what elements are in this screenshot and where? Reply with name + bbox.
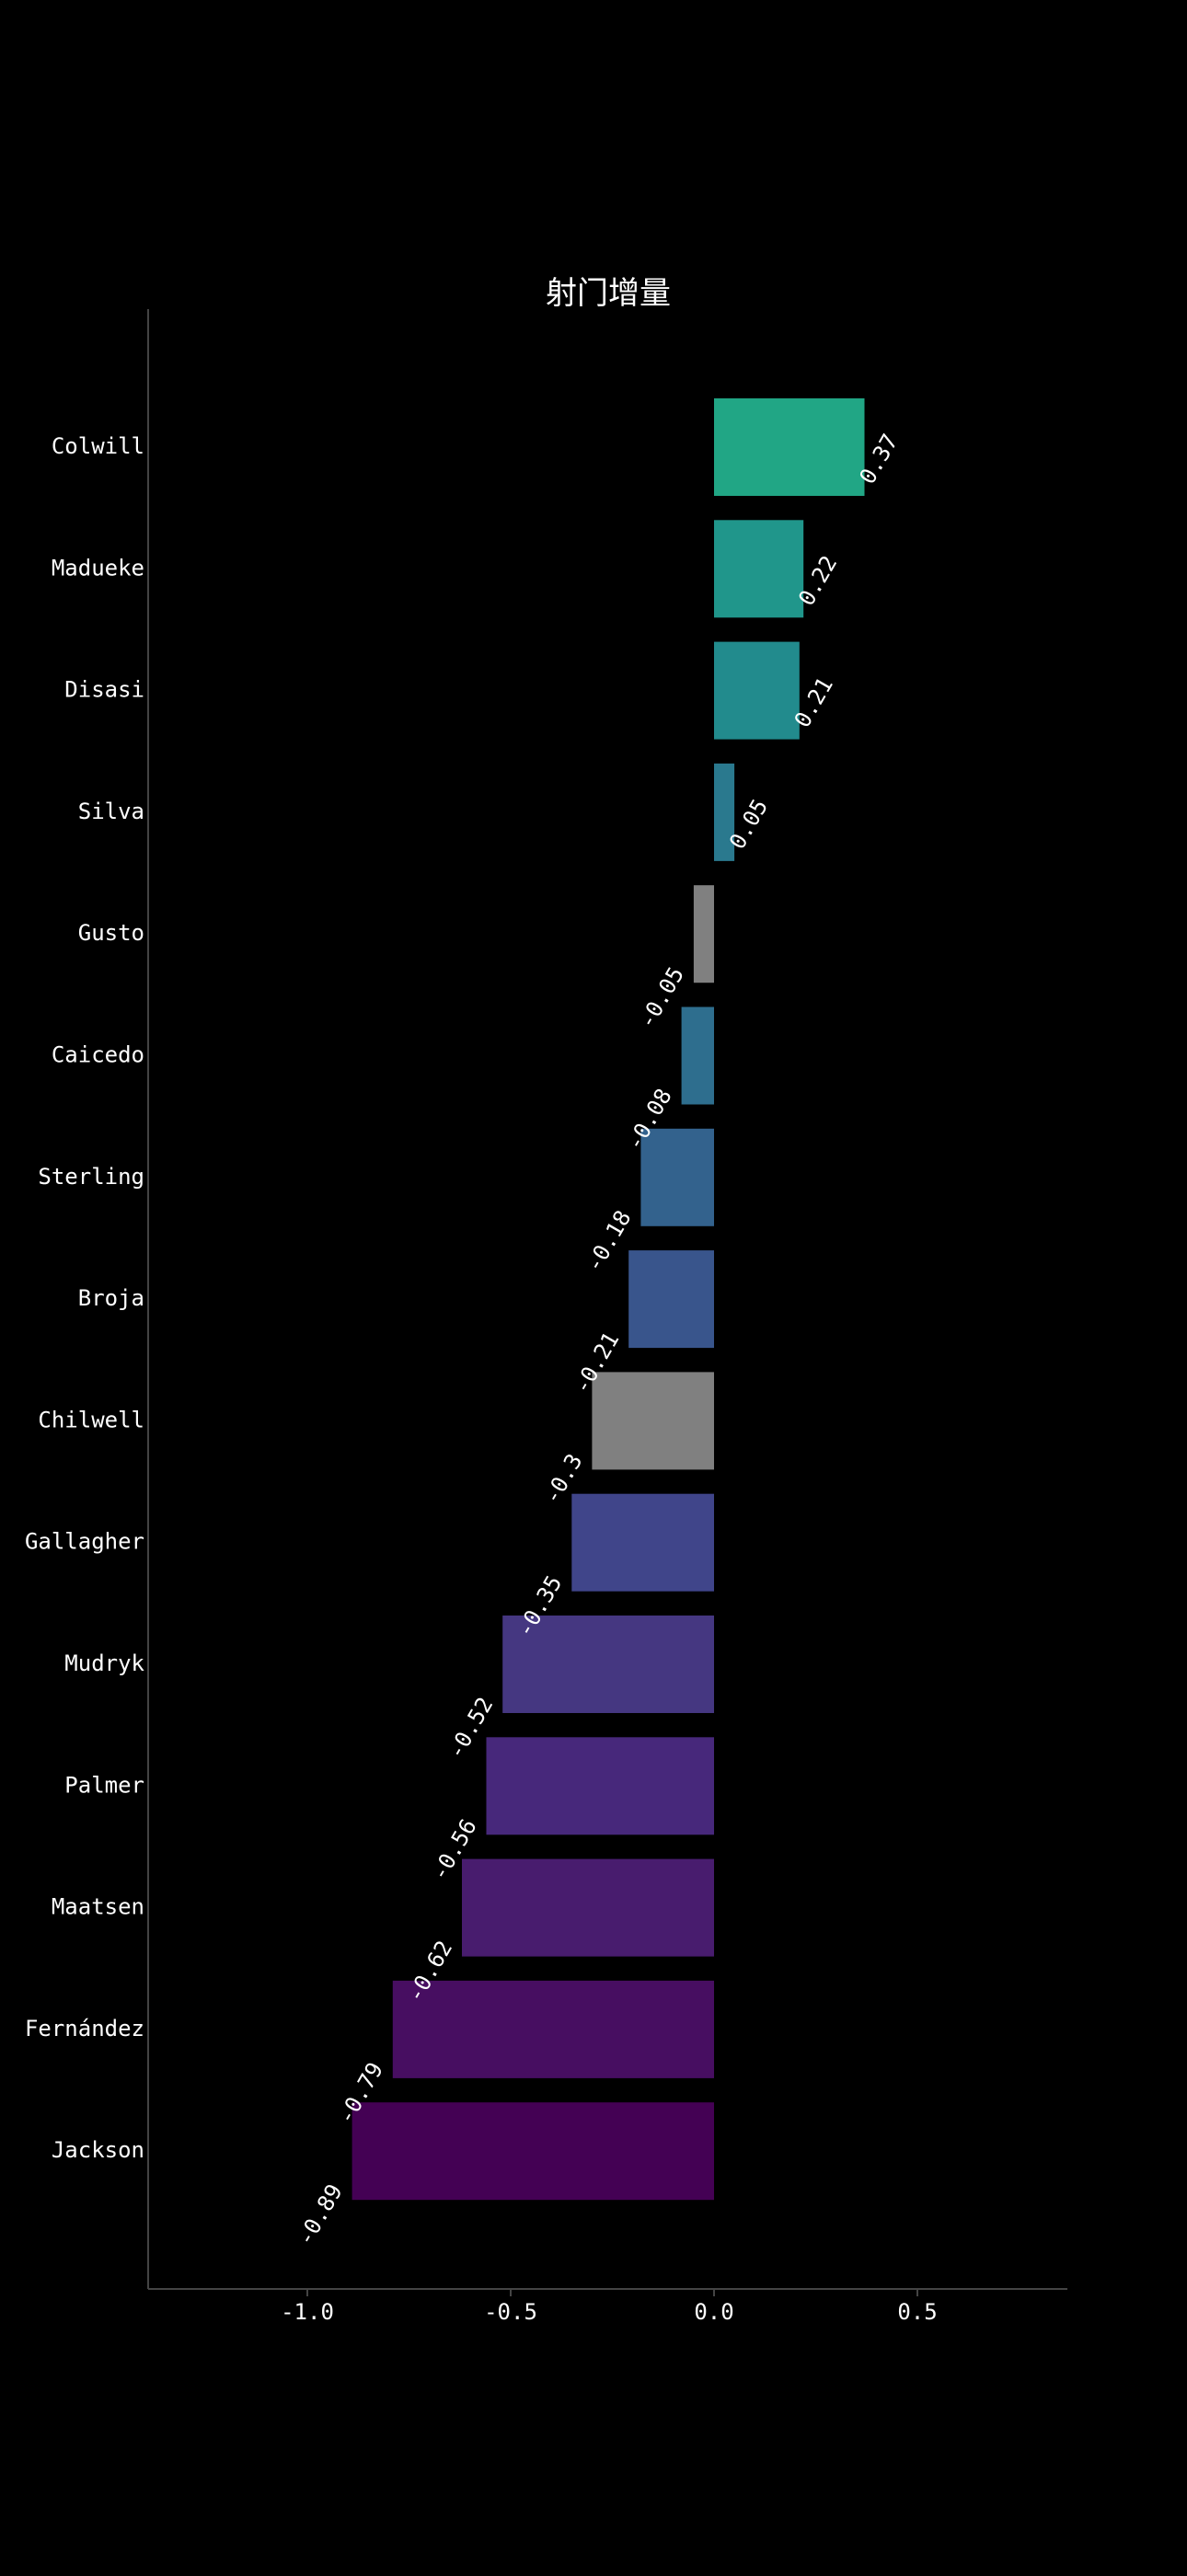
bar-gusto — [693, 885, 714, 983]
x-tick-label: 0.5 — [897, 2299, 937, 2325]
bars-group — [351, 398, 865, 2201]
category-label-silva: Silva — [78, 799, 144, 824]
bar-gallagher — [571, 1493, 714, 1592]
bar-colwill — [714, 398, 865, 496]
category-label-broja: Broja — [78, 1285, 144, 1311]
bar-sterling — [640, 1128, 714, 1226]
bar-palmer — [486, 1737, 714, 1835]
bar-disasi — [714, 641, 800, 740]
category-label-colwill: Colwill — [52, 433, 144, 459]
category-label-madueke: Madueke — [52, 555, 144, 581]
category-label-chilwell: Chilwell — [38, 1407, 144, 1432]
bar-silva — [714, 763, 735, 861]
category-label-caicedo: Caicedo — [52, 1042, 144, 1068]
bar-maatsen — [462, 1858, 714, 1957]
chart-title: 射门增量 — [546, 275, 671, 312]
category-label-gusto: Gusto — [78, 920, 144, 946]
category-label-maatsen: Maatsen — [52, 1894, 144, 1920]
x-tick-label: -0.5 — [484, 2299, 537, 2325]
bar-caicedo — [681, 1006, 714, 1105]
category-label-sterling: Sterling — [38, 1164, 144, 1190]
bar-fernandez — [392, 1980, 714, 2078]
x-tick-label: 0.0 — [694, 2299, 733, 2325]
bar-chilwell — [592, 1372, 714, 1470]
category-labels-group: Colwill Madueke Disasi Silva Gusto Caicedo Ste… — [25, 433, 145, 2163]
category-label-gallagher: Gallagher — [25, 1529, 144, 1555]
x-tick-label: -1.0 — [281, 2299, 334, 2325]
category-label-disasi: Disasi — [64, 677, 144, 703]
bar-jackson — [351, 2102, 714, 2201]
bar-broja — [628, 1250, 714, 1349]
category-label-mudryk: Mudryk — [64, 1650, 144, 1676]
category-label-fernandez: Fernández — [25, 2016, 144, 2041]
bar-mudryk — [502, 1616, 714, 1713]
category-label-palmer: Palmer — [64, 1772, 144, 1798]
bar-madueke — [714, 520, 804, 618]
x-ticks-group: -1.0 -0.5 0.0 0.5 — [281, 2289, 938, 2325]
category-label-jackson: Jackson — [52, 2137, 144, 2163]
